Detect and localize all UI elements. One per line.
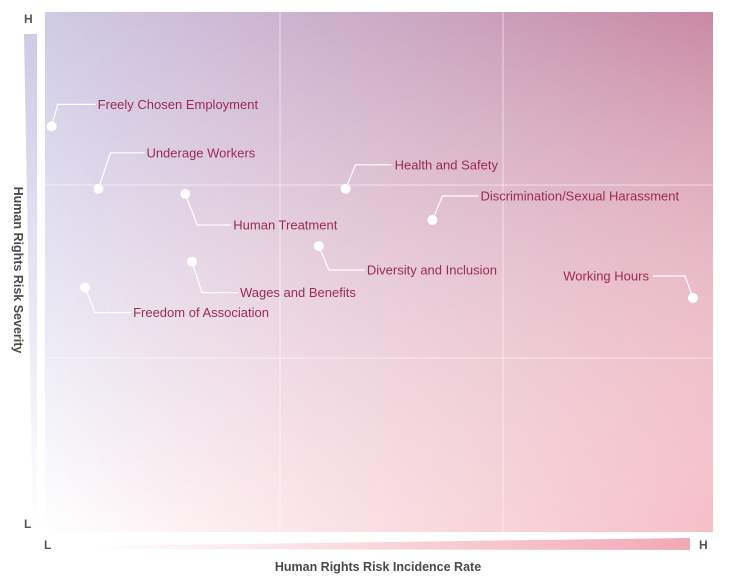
point-label: Wages and Benefits xyxy=(240,285,356,300)
y-axis-label: Human Rights Risk Severity xyxy=(11,186,25,354)
point-label: Diversity and Inclusion xyxy=(367,263,497,278)
point-label: Discrimination/Sexual Harassment xyxy=(480,189,679,204)
data-point xyxy=(340,183,351,194)
grid-lines xyxy=(45,12,713,532)
x-tick-high: H xyxy=(699,538,708,552)
point-label: Freedom of Association xyxy=(133,305,269,320)
x-axis-arrow-bar xyxy=(92,538,690,550)
data-point xyxy=(46,121,57,132)
leader-line xyxy=(652,275,694,299)
data-point xyxy=(180,189,191,199)
leader-line xyxy=(51,103,96,127)
y-tick-high: H xyxy=(24,12,33,26)
leader-line xyxy=(184,193,232,226)
data-point xyxy=(80,282,91,293)
y-tick-low: L xyxy=(24,517,32,531)
point-labels: Freely Chosen Employment Underage Workers… xyxy=(98,97,680,320)
point-label: Freely Chosen Employment xyxy=(98,97,259,112)
point-label: Health and Safety xyxy=(395,157,499,172)
leader-line xyxy=(191,261,238,294)
x-tick-low: L xyxy=(44,538,52,552)
leader-line xyxy=(345,164,392,190)
y-axis-arrow-bar xyxy=(24,34,37,530)
leader-line xyxy=(318,245,365,271)
data-point xyxy=(93,183,104,194)
leader-line xyxy=(97,152,145,189)
leader-line xyxy=(84,287,132,314)
point-label: Human Treatment xyxy=(233,218,337,233)
plot-background xyxy=(45,12,713,532)
leader-line xyxy=(431,195,479,221)
data-points xyxy=(46,121,698,303)
data-point xyxy=(313,241,324,251)
data-point xyxy=(427,215,438,225)
point-label: Underage Workers xyxy=(146,145,255,160)
x-axis-label: Human Rights Risk Incidence Rate xyxy=(274,560,482,574)
data-point xyxy=(687,293,698,303)
leader-lines xyxy=(51,103,694,314)
point-label: Working Hours xyxy=(563,269,649,284)
data-point xyxy=(186,256,197,267)
